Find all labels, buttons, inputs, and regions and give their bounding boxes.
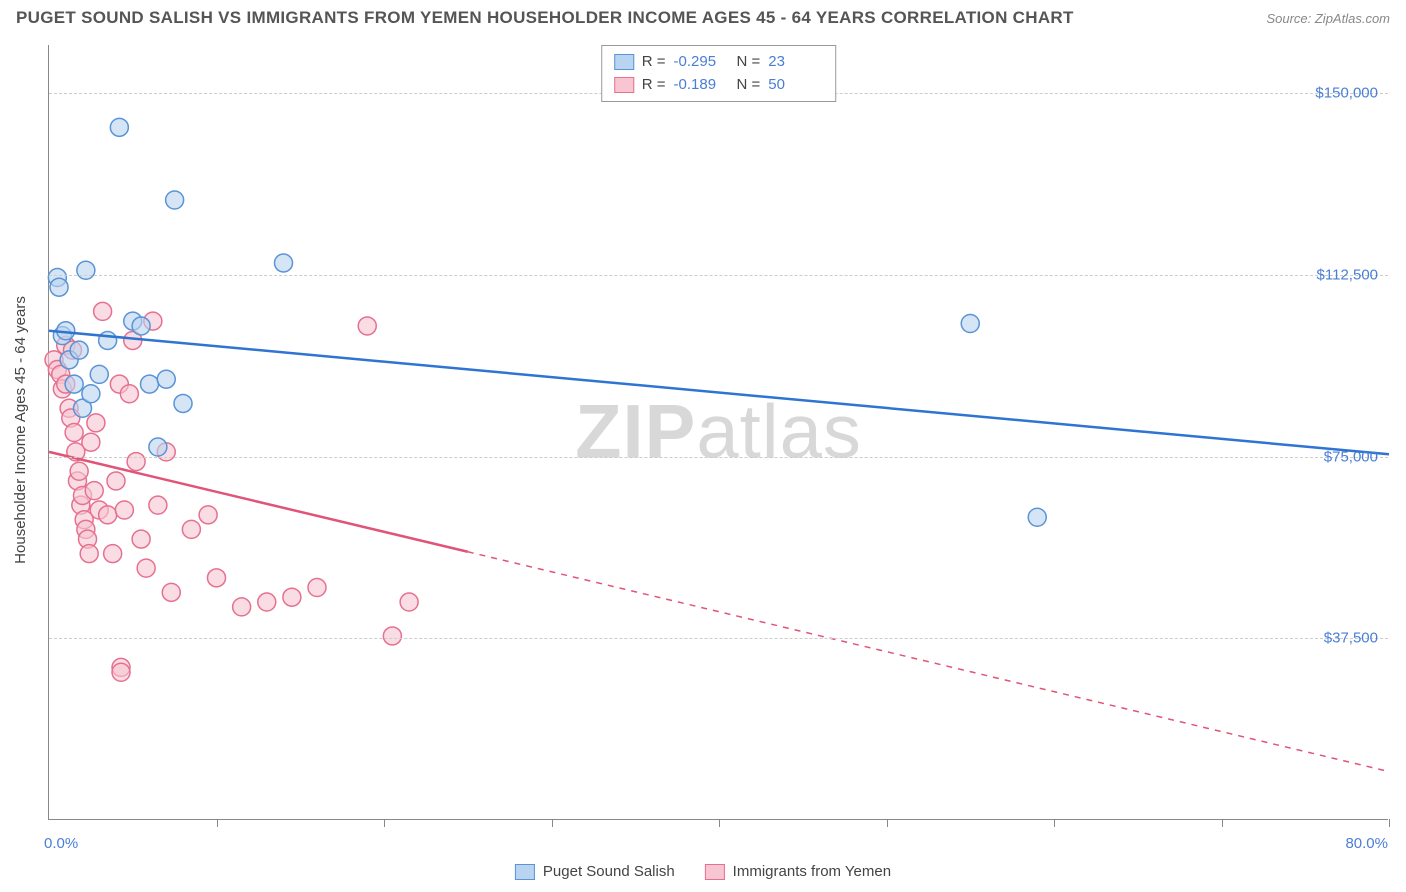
data-point (208, 569, 226, 587)
data-point (70, 341, 88, 359)
stats-legend-row: R = -0.295 N = 23 (614, 51, 824, 74)
plot-svg (49, 45, 1388, 819)
data-point (400, 593, 418, 611)
x-tick (1389, 819, 1390, 827)
data-point (94, 302, 112, 320)
source-label: Source: ZipAtlas.com (1266, 11, 1390, 26)
gridline (49, 275, 1388, 276)
x-tick (719, 819, 720, 827)
data-point (182, 520, 200, 538)
data-point (174, 394, 192, 412)
data-point (233, 598, 251, 616)
data-point (50, 278, 68, 296)
chart-title: PUGET SOUND SALISH VS IMMIGRANTS FROM YE… (16, 8, 1074, 28)
data-point (166, 191, 184, 209)
x-tick (887, 819, 888, 827)
trend-line-dashed (468, 552, 1389, 772)
data-point (99, 506, 117, 524)
data-point (80, 545, 98, 563)
data-point (99, 331, 117, 349)
stat-r-value: -0.189 (674, 74, 729, 97)
y-axis-label: Householder Income Ages 45 - 64 years (12, 296, 29, 564)
data-point (258, 593, 276, 611)
data-point (82, 385, 100, 403)
y-tick-label: $112,500 (1317, 267, 1378, 284)
stat-label: N = (737, 74, 761, 97)
data-point (85, 482, 103, 500)
data-point (308, 579, 326, 597)
data-point (104, 545, 122, 563)
legend-item: Puget Sound Salish (515, 863, 675, 880)
stat-label: R = (642, 51, 666, 74)
trend-line (49, 331, 1389, 455)
x-axis-max-label: 80.0% (1345, 835, 1388, 852)
data-point (77, 261, 95, 279)
data-point (107, 472, 125, 490)
x-tick (384, 819, 385, 827)
legend-swatch (614, 77, 634, 93)
legend-label: Puget Sound Salish (543, 863, 675, 880)
trend-line (49, 452, 468, 552)
data-point (70, 462, 88, 480)
data-point (110, 118, 128, 136)
data-point (132, 530, 150, 548)
data-point (961, 315, 979, 333)
stats-legend-row: R = -0.189 N = 50 (614, 74, 824, 97)
y-tick-label: $150,000 (1315, 85, 1378, 102)
x-tick (1222, 819, 1223, 827)
legend-swatch (515, 864, 535, 880)
gridline (49, 457, 1388, 458)
x-tick (217, 819, 218, 827)
data-point (115, 501, 133, 519)
data-point (112, 663, 130, 681)
data-point (157, 370, 175, 388)
legend-label: Immigrants from Yemen (733, 863, 891, 880)
gridline (49, 638, 1388, 639)
bottom-legend: Puget Sound Salish Immigrants from Yemen (515, 863, 891, 880)
stat-label: R = (642, 74, 666, 97)
x-tick (1054, 819, 1055, 827)
data-point (149, 438, 167, 456)
data-point (137, 559, 155, 577)
chart-area: ZIPatlas $37,500$75,000$112,500$150,000 … (48, 45, 1388, 820)
data-point (141, 375, 159, 393)
legend-item: Immigrants from Yemen (705, 863, 891, 880)
stat-label: N = (737, 51, 761, 74)
data-point (65, 424, 83, 442)
data-point (275, 254, 293, 272)
data-point (127, 453, 145, 471)
y-tick-label: $75,000 (1324, 448, 1378, 465)
stat-n-value: 23 (768, 51, 823, 74)
data-point (87, 414, 105, 432)
data-point (149, 496, 167, 514)
data-point (82, 433, 100, 451)
data-point (65, 375, 83, 393)
stat-n-value: 50 (768, 74, 823, 97)
data-point (162, 583, 180, 601)
legend-swatch (705, 864, 725, 880)
data-point (1028, 508, 1046, 526)
stats-legend: R = -0.295 N = 23 R = -0.189 N = 50 (601, 45, 837, 102)
data-point (132, 317, 150, 335)
y-tick-label: $37,500 (1324, 630, 1378, 647)
data-point (283, 588, 301, 606)
legend-swatch (614, 54, 634, 70)
x-tick (552, 819, 553, 827)
data-point (383, 627, 401, 645)
stat-r-value: -0.295 (674, 51, 729, 74)
data-point (199, 506, 217, 524)
data-point (90, 365, 108, 383)
data-point (358, 317, 376, 335)
x-axis-min-label: 0.0% (44, 835, 78, 852)
data-point (120, 385, 138, 403)
